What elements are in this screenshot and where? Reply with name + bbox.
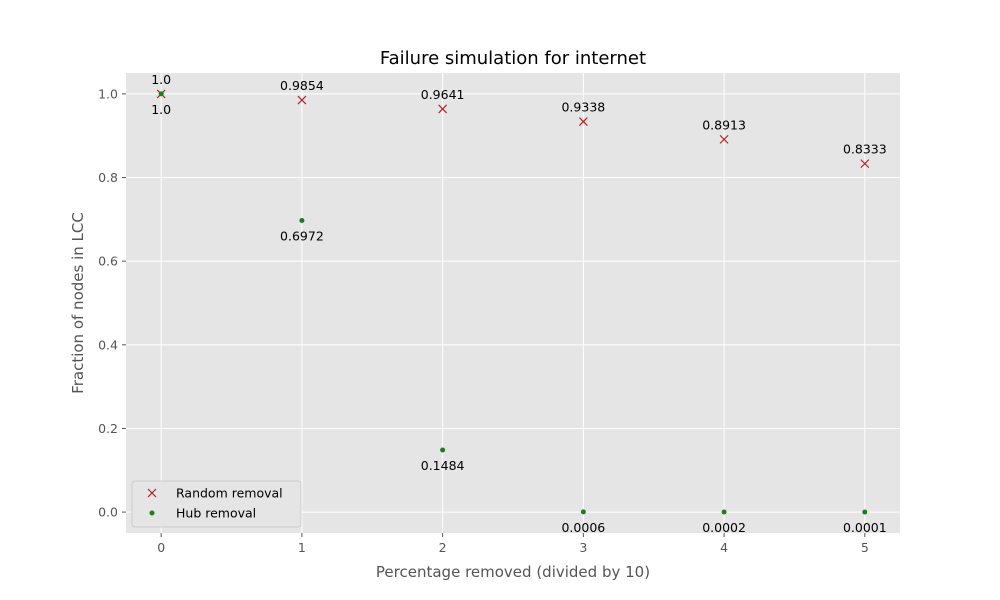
grid xyxy=(126,73,900,533)
chart-title: Failure simulation for internet xyxy=(380,48,646,69)
random-removal-legend-label: Random removal xyxy=(176,486,283,501)
x-tick-label: 3 xyxy=(579,540,587,555)
random-removal-point xyxy=(719,134,729,144)
data-labels: 1.0 0.9854 0.9641 0.9338 0.8913 0.8333 1.0 0.69… xyxy=(151,72,886,535)
y-tick-label: 0.4 xyxy=(98,337,118,352)
hub-removal-data-label: 1.0 xyxy=(151,102,171,117)
random-removal-data-label: 1.0 xyxy=(151,72,171,87)
hub-removal-legend-marker xyxy=(149,510,155,516)
hub-removal-point xyxy=(721,509,727,515)
y-tick-label: 0.0 xyxy=(98,505,118,520)
y-tick-label: 0.8 xyxy=(98,170,118,185)
hub-removal-data-label: 0.0002 xyxy=(702,520,746,535)
axis-ticks: 0 1 2 3 4 5 0.0 0.2 0.4 0.6 0.8 1.0 xyxy=(98,86,869,555)
legend-box xyxy=(131,480,302,528)
hub-removal-legend-label: Hub removal xyxy=(176,506,256,521)
plot-area xyxy=(126,73,900,533)
random-removal-point xyxy=(578,117,588,127)
random-removal-point xyxy=(860,159,870,169)
hub-removal-data-label: 0.6972 xyxy=(280,229,324,244)
y-tick-label: 1.0 xyxy=(98,86,118,101)
y-tick-label: 0.6 xyxy=(98,254,118,269)
hub-removal-point xyxy=(440,447,446,453)
hub-removal-data-label: 0.0006 xyxy=(561,520,605,535)
hub-removal-point xyxy=(580,509,586,515)
hub-removal-data-label: 0.1484 xyxy=(421,458,465,473)
x-tick-label: 1 xyxy=(298,540,306,555)
random-removal-point xyxy=(297,95,307,105)
x-tick-label: 5 xyxy=(861,540,869,555)
random-removal-data-label: 0.9338 xyxy=(561,100,605,115)
legend: Random removal Hub removal xyxy=(131,480,302,528)
random-removal-data-label: 0.8333 xyxy=(843,142,887,157)
x-axis-label: Percentage removed (divided by 10) xyxy=(376,563,650,581)
y-axis-label: Fraction of nodes in LCC xyxy=(69,212,87,394)
x-tick-label: 0 xyxy=(157,540,165,555)
y-tick-label: 0.2 xyxy=(98,421,118,436)
random-removal-data-label: 0.9854 xyxy=(280,78,324,93)
hub-removal-point xyxy=(299,218,305,224)
random-removal-data-label: 0.9641 xyxy=(421,87,465,102)
random-removal-point xyxy=(438,104,448,114)
hub-removal-point xyxy=(862,509,868,515)
x-tick-label: 4 xyxy=(720,540,728,555)
random-removal-data-label: 0.8913 xyxy=(702,117,746,132)
hub-removal-point xyxy=(158,91,164,97)
hub-removal-data-label: 0.0001 xyxy=(843,520,887,535)
data-marks xyxy=(156,89,870,515)
random-removal-legend-marker xyxy=(147,488,157,498)
x-tick-label: 2 xyxy=(439,540,447,555)
